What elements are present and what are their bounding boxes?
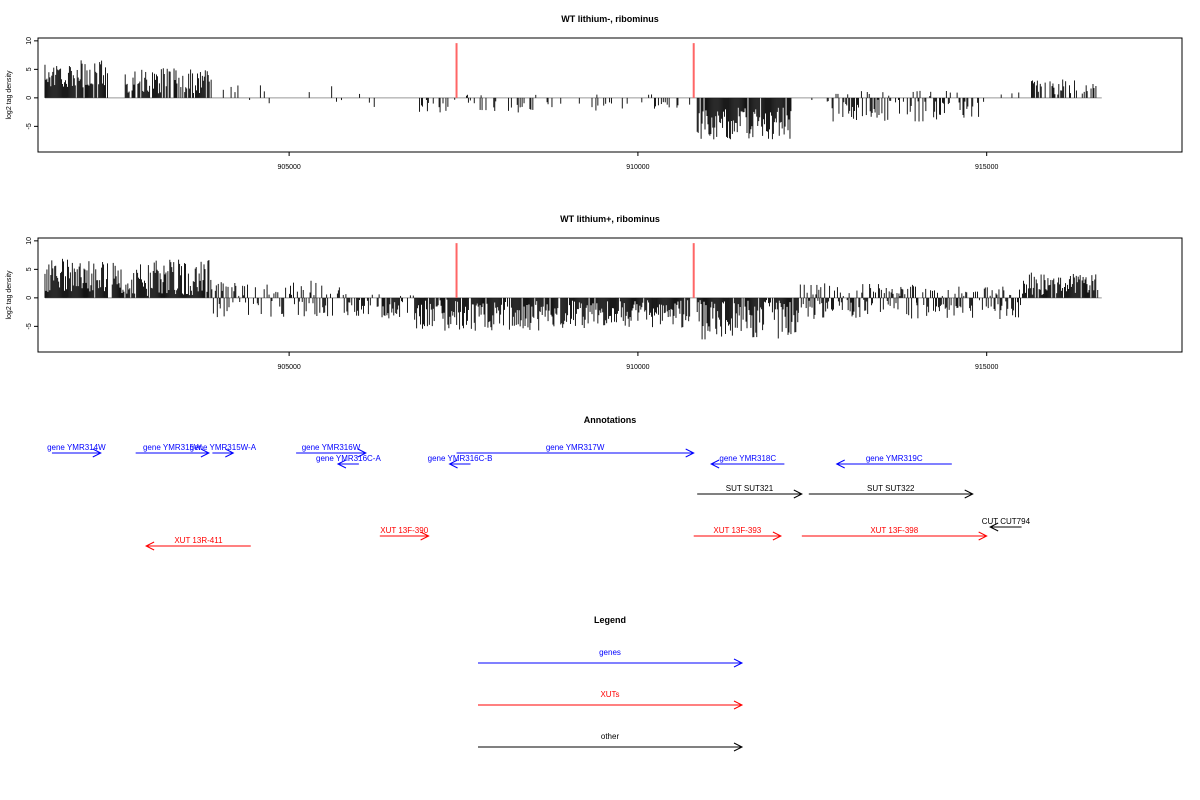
annotation-feature: gene YMR315W	[135, 443, 211, 458]
annotation-feature: XUT 13F-393	[693, 526, 783, 541]
annotation-feature: SUT SUT321	[697, 484, 803, 499]
annotation-feature: gene YMR317W	[456, 443, 695, 458]
y-axis: 10 5 0 -5	[26, 237, 38, 329]
annotation-feature: gene YMR315W-A	[190, 443, 257, 458]
annotation-label: gene YMR316C-B	[428, 454, 493, 463]
arrow-head	[978, 531, 988, 541]
legend-items: genes XUTs other	[478, 648, 744, 752]
annotation-label: SUT SUT321	[726, 484, 774, 493]
x-tick-label: 905000	[277, 164, 300, 171]
y-tick-label: 10	[26, 37, 33, 45]
annotations-title: Annotations	[584, 415, 637, 425]
y-tick-label: 0	[26, 96, 33, 100]
plot-frame	[37, 237, 1183, 353]
annotation-label: XUT 13F-398	[870, 526, 918, 535]
y-tick-label: -5	[26, 323, 33, 329]
x-axis: 905000 910000 915000	[277, 352, 998, 371]
annotation-feature: gene YMR316C-A	[316, 454, 381, 469]
annotation-feature: gene YMR316C-B	[428, 454, 493, 469]
density-bars	[44, 243, 1102, 340]
annotation-label: XUT 13F-390	[380, 526, 428, 535]
arrow-head	[964, 489, 974, 499]
annotation-label: gene YMR314W	[47, 443, 106, 452]
arrow-head	[145, 541, 155, 551]
track-panel-lithium-plus: WT lithium+, ribominus log2 tag density …	[6, 214, 1183, 371]
annotation-feature: CUT CUT794	[982, 517, 1031, 532]
legend: Legend genes XUTs other	[478, 615, 744, 752]
annotation-feature: XUT 13R-411	[145, 536, 251, 551]
arrow-head	[448, 459, 458, 469]
legend-label: other	[601, 732, 620, 741]
annotation-label: gene YMR316C-A	[316, 454, 381, 463]
legend-label: XUTs	[600, 690, 619, 699]
x-tick-label: 910000	[626, 164, 649, 171]
y-axis-label: log2 tag density	[6, 270, 13, 320]
annotation-label: gene YMR317W	[546, 443, 605, 452]
annotation-label: XUT 13F-393	[713, 526, 761, 535]
annotation-label: gene YMR315W-A	[190, 443, 257, 452]
track-title: WT lithium-, ribominus	[561, 14, 659, 24]
y-tick-label: 10	[26, 237, 33, 245]
arrow-head	[989, 522, 999, 532]
annotation-feature: gene YMR319C	[835, 454, 952, 469]
y-tick-label: -5	[26, 123, 33, 129]
annotation-label: XUT 13R-411	[174, 536, 223, 545]
annotation-label: gene YMR318C	[719, 454, 776, 463]
annotations-panel: Annotations gene YMR314W gene YMR315Wgene…	[47, 415, 1031, 551]
x-tick-label: 905000	[277, 364, 300, 371]
legend-arrow-head	[733, 742, 744, 752]
plot-frame	[37, 37, 1183, 153]
legend-arrow-head	[733, 700, 744, 710]
arrow-head	[420, 531, 430, 541]
arrow-head	[772, 531, 783, 541]
arrow-head	[793, 489, 803, 499]
arrow-head	[225, 448, 235, 458]
annotation-feature: XUT 13F-390	[379, 526, 430, 541]
annotation-feature: XUT 13F-398	[801, 526, 988, 541]
arrow-head	[710, 459, 720, 469]
arrow-head	[200, 448, 211, 458]
annotation-feature: gene YMR316W	[296, 443, 367, 458]
density-bars	[44, 43, 1102, 140]
arrow-head	[92, 448, 102, 458]
y-axis-label: log2 tag density	[6, 70, 13, 120]
x-axis: 905000 910000 915000	[277, 152, 998, 171]
arrow-head	[685, 448, 695, 458]
annotation-label: gene YMR319C	[866, 454, 923, 463]
legend-item-xuts: XUTs	[478, 690, 744, 710]
annotation-label: gene YMR315W	[143, 443, 202, 452]
track-panel-lithium-minus: WT lithium-, ribominus log2 tag density …	[6, 14, 1183, 171]
track-title: WT lithium+, ribominus	[560, 214, 660, 224]
arrow-head	[357, 448, 367, 458]
arrow-head	[835, 459, 845, 469]
legend-label: genes	[599, 648, 621, 657]
legend-item-genes: genes	[478, 648, 744, 668]
legend-arrow-head	[733, 658, 744, 668]
arrow-head	[336, 459, 347, 469]
annotation-label: gene YMR316W	[302, 443, 361, 452]
x-tick-label: 910000	[626, 364, 649, 371]
annotation-label: SUT SUT322	[867, 484, 915, 493]
annotation-label: CUT CUT794	[982, 517, 1031, 526]
y-tick-label: 5	[26, 267, 33, 271]
legend-title: Legend	[594, 615, 626, 625]
y-tick-label: 5	[26, 67, 33, 71]
x-tick-label: 915000	[975, 364, 998, 371]
annotation-feature: SUT SUT322	[808, 484, 974, 499]
y-axis: 10 5 0 -5	[26, 37, 38, 129]
x-tick-label: 915000	[975, 164, 998, 171]
annotation-feature: gene YMR314W	[47, 443, 106, 458]
annotation-feature: gene YMR318C	[710, 454, 785, 469]
legend-item-other: other	[478, 732, 744, 752]
y-tick-label: 0	[26, 296, 33, 300]
